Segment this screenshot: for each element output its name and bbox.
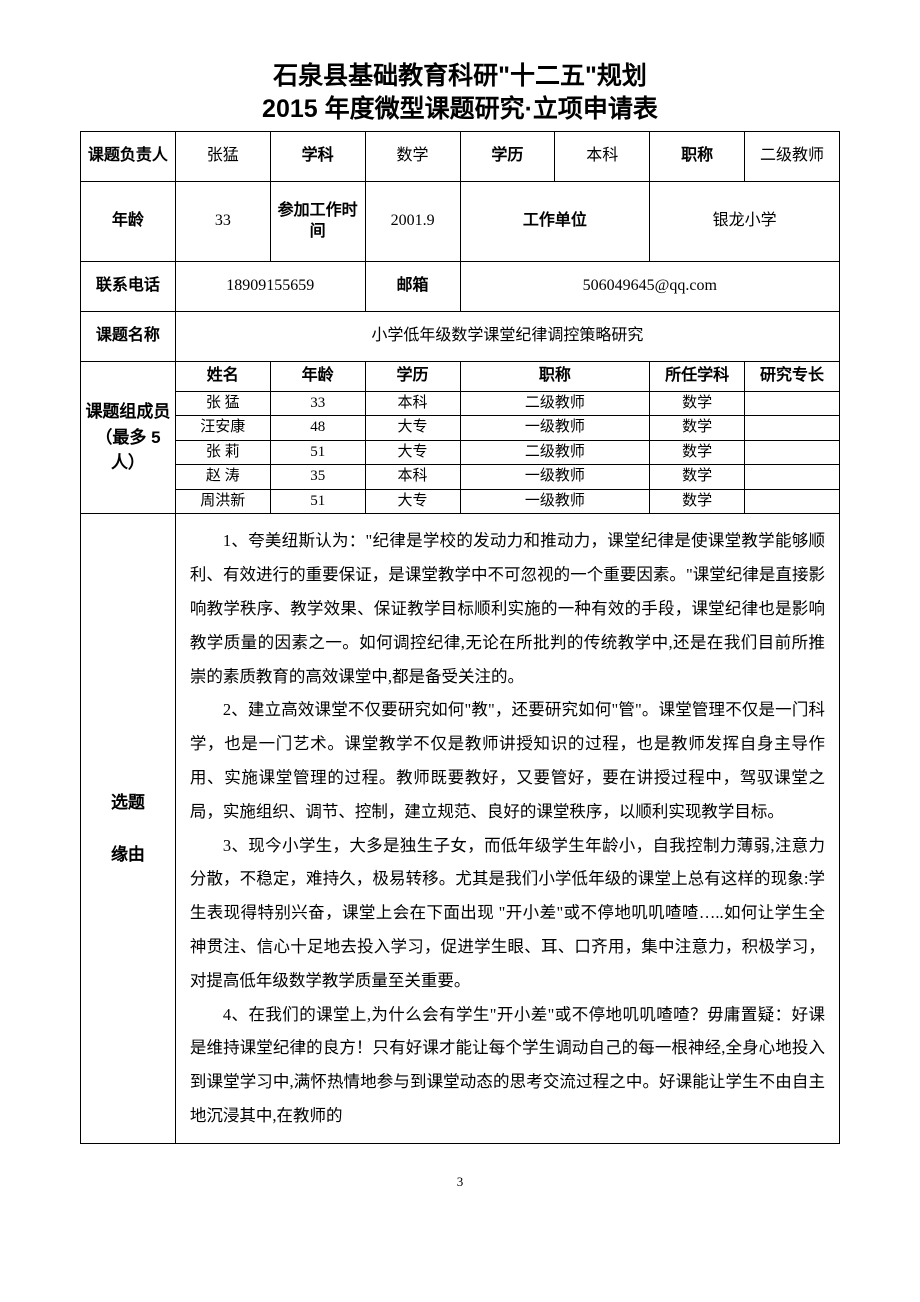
member-age: 33: [270, 391, 365, 416]
age-label: 年龄: [81, 182, 176, 262]
members-col-subject: 所任学科: [650, 362, 745, 392]
member-title: 一级教师: [460, 416, 650, 441]
essay-label-1: 选题: [83, 784, 173, 821]
member-edu: 大专: [365, 440, 460, 465]
phone-value: 18909155659: [175, 262, 365, 312]
member-name: 张 猛: [175, 391, 270, 416]
member-age: 51: [270, 489, 365, 514]
members-col-edu: 学历: [365, 362, 460, 392]
title-value: 二级教师: [745, 132, 840, 182]
member-name: 周洪新: [175, 489, 270, 514]
members-data-row: 周洪新 51 大专 一级教师 数学: [81, 489, 840, 514]
member-specialty: [745, 416, 840, 441]
phone-label: 联系电话: [81, 262, 176, 312]
member-subject: 数学: [650, 416, 745, 441]
subject-label: 学科: [270, 132, 365, 182]
members-col-title: 职称: [460, 362, 650, 392]
age-value: 33: [175, 182, 270, 262]
table-row: 课题名称 小学低年级数学课堂纪律调控策略研究: [81, 312, 840, 362]
essay-label-2: 缘由: [83, 836, 173, 873]
essay-paragraph: 4、在我们的课堂上,为什么会有学生"开小差"或不停地叽叽喳喳？毋庸置疑：好课是维…: [190, 998, 825, 1133]
members-col-specialty: 研究专长: [745, 362, 840, 392]
table-row: 联系电话 18909155659 邮箱 506049645@qq.com: [81, 262, 840, 312]
member-title: 二级教师: [460, 440, 650, 465]
unit-value: 银龙小学: [650, 182, 840, 262]
essay-paragraph: 3、现今小学生，大多是独生子女，而低年级学生年龄小，自我控制力薄弱,注意力分散，…: [190, 829, 825, 998]
members-data-row: 张 猛 33 本科 二级教师 数学: [81, 391, 840, 416]
member-age: 35: [270, 465, 365, 490]
members-header-row: 课题组成员（最多 5 人） 姓名 年龄 学历 职称 所任学科 研究专长: [81, 362, 840, 392]
member-age: 48: [270, 416, 365, 441]
member-edu: 本科: [365, 465, 460, 490]
member-specialty: [745, 391, 840, 416]
members-data-row: 赵 涛 35 本科 一级教师 数学: [81, 465, 840, 490]
email-value: 506049645@qq.com: [460, 262, 840, 312]
member-subject: 数学: [650, 391, 745, 416]
member-edu: 本科: [365, 391, 460, 416]
member-title: 一级教师: [460, 465, 650, 490]
unit-label: 工作单位: [460, 182, 650, 262]
members-side-label: 课题组成员（最多 5 人）: [81, 362, 176, 514]
essay-paragraph: 2、建立高效课堂不仅要研究如何"教"，还要研究如何"管"。课堂管理不仅是一门科学…: [190, 693, 825, 828]
leader-value: 张猛: [175, 132, 270, 182]
document-title: 石泉县基础教育科研"十二五"规划 2015 年度微型课题研究·立项申请表: [80, 60, 840, 125]
subject-value: 数学: [365, 132, 460, 182]
member-subject: 数学: [650, 440, 745, 465]
member-age: 51: [270, 440, 365, 465]
essay-paragraph: 1、夸美纽斯认为："纪律是学校的发动力和推动力，课堂纪律是使课堂教学能够顺利、有…: [190, 524, 825, 693]
worktime-value: 2001.9: [365, 182, 460, 262]
member-title: 二级教师: [460, 391, 650, 416]
member-name: 张 莉: [175, 440, 270, 465]
title-label: 职称: [650, 132, 745, 182]
members-data-row: 汪安康 48 大专 一级教师 数学: [81, 416, 840, 441]
members-col-age: 年龄: [270, 362, 365, 392]
table-row: 课题负责人 张猛 学科 数学 学历 本科 职称 二级教师: [81, 132, 840, 182]
member-specialty: [745, 440, 840, 465]
page-number: 3: [80, 1174, 840, 1190]
member-edu: 大专: [365, 416, 460, 441]
title-line-1: 石泉县基础教育科研"十二五"规划: [80, 60, 840, 93]
essay-row: 选题 缘由 1、夸美纽斯认为："纪律是学校的发动力和推动力，课堂纪律是使课堂教学…: [81, 514, 840, 1144]
member-name: 汪安康: [175, 416, 270, 441]
members-data-row: 张 莉 51 大专 二级教师 数学: [81, 440, 840, 465]
member-subject: 数学: [650, 489, 745, 514]
member-subject: 数学: [650, 465, 745, 490]
education-value: 本科: [555, 132, 650, 182]
essay-side-label: 选题 缘由: [81, 514, 176, 1144]
leader-label: 课题负责人: [81, 132, 176, 182]
email-label: 邮箱: [365, 262, 460, 312]
members-col-name: 姓名: [175, 362, 270, 392]
member-specialty: [745, 489, 840, 514]
member-specialty: [745, 465, 840, 490]
title-line-2: 2015 年度微型课题研究·立项申请表: [80, 93, 840, 126]
application-form-table: 课题负责人 张猛 学科 数学 学历 本科 职称 二级教师 年龄 33 参加工作时…: [80, 131, 840, 1144]
table-row: 年龄 33 参加工作时间 2001.9 工作单位 银龙小学: [81, 182, 840, 262]
worktime-label: 参加工作时间: [270, 182, 365, 262]
education-label: 学历: [460, 132, 555, 182]
member-title: 一级教师: [460, 489, 650, 514]
member-name: 赵 涛: [175, 465, 270, 490]
member-edu: 大专: [365, 489, 460, 514]
topic-label: 课题名称: [81, 312, 176, 362]
topic-value: 小学低年级数学课堂纪律调控策略研究: [175, 312, 839, 362]
essay-content: 1、夸美纽斯认为："纪律是学校的发动力和推动力，课堂纪律是使课堂教学能够顺利、有…: [175, 514, 839, 1144]
